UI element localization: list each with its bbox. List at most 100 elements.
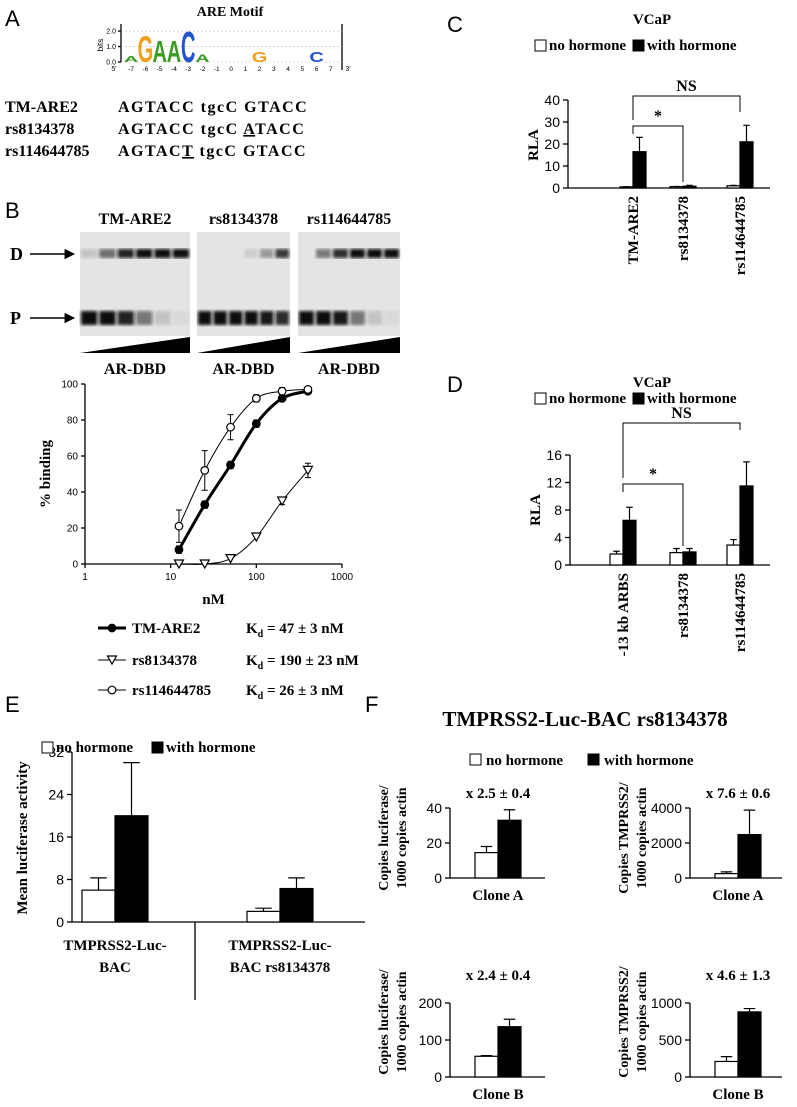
- error-bar: [686, 184, 693, 187]
- x-tick-label: 7: [329, 66, 333, 73]
- y-tick-label: 0: [674, 1069, 682, 1085]
- kd-value: = 190 ± 23 nM: [263, 653, 359, 669]
- x-tick-label: rs8134378: [676, 573, 692, 638]
- gel-band: [333, 311, 348, 325]
- error-bar: [743, 461, 750, 486]
- x-tick-label: Clone A: [472, 888, 523, 904]
- x-tick-label: -4: [171, 66, 177, 73]
- error-bar: [743, 809, 756, 835]
- error-bar: [613, 550, 620, 554]
- gel-band: [244, 249, 258, 258]
- error-bar: [720, 1056, 733, 1062]
- kd-value: = 26 ± 3 nM: [263, 683, 344, 699]
- kd-symbol: K: [246, 683, 258, 699]
- band-label: D: [10, 244, 23, 264]
- x-tick-label: rs114644785: [733, 573, 749, 652]
- y-tick-label: 10: [544, 158, 560, 174]
- kd-symbol: K: [246, 653, 258, 669]
- series-line: [178, 388, 308, 527]
- x-tick-label: Clone A: [712, 888, 763, 904]
- x-tick-label: BAC: [99, 960, 131, 976]
- error-bar: [503, 809, 516, 821]
- legend-swatch: [534, 392, 547, 405]
- y-axis-label: 1000 copies actin: [635, 787, 650, 888]
- gel-band: [384, 311, 399, 325]
- kd-subscript: d: [258, 629, 264, 640]
- bar: [114, 815, 149, 923]
- gel-band: [316, 249, 331, 258]
- error-bar: [730, 538, 737, 546]
- y-tick-label: 500: [659, 1032, 683, 1048]
- legend-label: with hormone: [604, 753, 694, 769]
- legend-label: with hormone: [647, 391, 737, 407]
- bar: [622, 519, 637, 566]
- error-bar: [503, 1018, 516, 1027]
- error-bar: [636, 136, 643, 152]
- error-bar: [673, 547, 680, 553]
- significance-label: NS: [676, 78, 697, 95]
- panel-label: B: [5, 198, 20, 223]
- gel-band: [154, 249, 171, 258]
- band-label: P: [10, 308, 21, 328]
- significance-label: *: [654, 108, 662, 125]
- wedge-label: AR-DBD: [212, 361, 274, 378]
- legend-label: no hormone: [549, 391, 626, 407]
- legend-swatch: [534, 39, 547, 52]
- annotation: x 2.4 ± 0.4: [466, 968, 531, 984]
- legend-label: no hormone: [486, 753, 563, 769]
- bar: [737, 1011, 762, 1078]
- x-tick-label: Clone B: [472, 1087, 523, 1103]
- y-tick-label: 20: [544, 136, 560, 152]
- marker: [174, 545, 184, 554]
- error-bar: [720, 871, 733, 874]
- significance-label: *: [649, 466, 657, 483]
- legend-swatch: [41, 741, 54, 754]
- bar: [81, 889, 116, 923]
- y-tick-label: 2000: [651, 835, 682, 851]
- logo-letter: C: [309, 48, 324, 65]
- y-axis-label: RLA: [526, 129, 542, 161]
- x-tick-label: 2: [258, 66, 262, 73]
- significance-bracket: [622, 483, 684, 546]
- y-tick-label: 0: [72, 560, 78, 571]
- bar: [279, 887, 314, 923]
- gel-band: [275, 249, 289, 258]
- legend-label: with hormone: [166, 740, 256, 756]
- y-tick-label: 100: [419, 1032, 443, 1048]
- legend-label: with hormone: [647, 38, 737, 54]
- error-bar: [480, 845, 493, 853]
- annotation: x 2.5 ± 0.4: [466, 786, 531, 802]
- bar: [726, 544, 741, 566]
- y-axis-label: 1000 copies actin: [395, 787, 410, 888]
- x-tick-label: -3: [185, 66, 191, 73]
- x-tick-label: -2: [200, 66, 206, 73]
- error-bar: [123, 762, 140, 816]
- marker: [251, 394, 261, 403]
- logo-letter: A: [167, 36, 181, 69]
- legend-swatch: [587, 753, 600, 766]
- y-tick-label: 40: [426, 800, 442, 816]
- y-tick-label: 8: [56, 872, 64, 888]
- logo-letter: A: [195, 53, 210, 65]
- x-tick-label: 0: [229, 66, 233, 73]
- y-tick-label: 0: [674, 870, 682, 886]
- y-tick-label: 2.0: [106, 29, 116, 36]
- sequence-segment: AGTACC tgcC GTACC: [118, 99, 308, 116]
- wedge: [197, 337, 290, 353]
- y-tick-label: 4000: [651, 800, 682, 816]
- legend-label: TM-ARE2: [132, 621, 200, 637]
- x-tick-label: TMPRSS2-Luc-: [228, 938, 331, 954]
- legend-swatch: [632, 39, 645, 52]
- gel-band: [81, 249, 98, 258]
- kd-label: Kd = 26 ± 3 nM: [246, 683, 344, 702]
- y-axis-label: RLA: [528, 494, 544, 526]
- y-tick-label: 40: [544, 92, 560, 108]
- kd-subscript: d: [258, 661, 264, 672]
- logo-letter: A: [124, 55, 138, 65]
- bar: [497, 819, 522, 879]
- gel-band: [172, 249, 189, 258]
- marker: [174, 521, 184, 531]
- gel-band: [81, 311, 98, 325]
- bar: [669, 552, 684, 566]
- marker: [250, 532, 262, 543]
